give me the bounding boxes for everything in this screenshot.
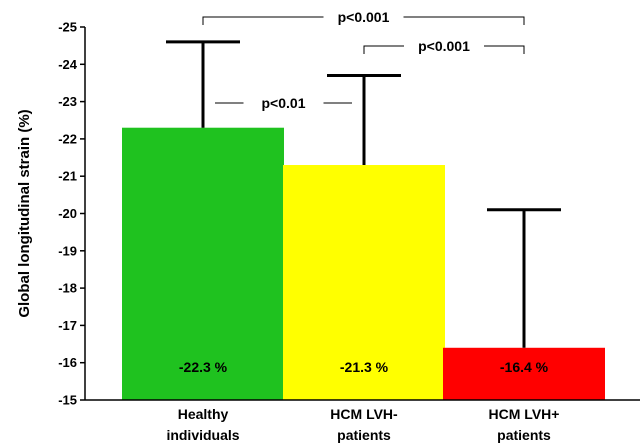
significance-label: p<0.001 xyxy=(418,38,470,54)
significance-annotations: p<0.01 p<0.001 p<0.001 xyxy=(202,9,525,111)
bar xyxy=(122,127,284,401)
significance-label: p<0.001 xyxy=(338,9,390,25)
y-tick-label: -21 xyxy=(58,169,77,184)
error-bars-group xyxy=(166,40,561,348)
bar-value-label: -21.3 % xyxy=(340,359,389,375)
y-tick-label: -22 xyxy=(58,131,77,146)
bar xyxy=(283,165,445,400)
x-category-label: individuals xyxy=(166,427,239,443)
y-tick-label: -24 xyxy=(58,57,78,72)
y-tick-label: -16 xyxy=(58,355,77,370)
y-axis-title: Global longitudinal strain (%) xyxy=(16,109,33,317)
y-ticks-group: -25 -24 -23 -22 -21 -20 -19 -18 -17 -16 -15 xyxy=(58,20,85,408)
bar-value-label: -22.3 % xyxy=(179,359,228,375)
bar-value-labels: -22.3 % -21.3 % -16.4 % xyxy=(179,359,549,375)
y-tick-label: -20 xyxy=(58,206,77,221)
bars-group xyxy=(122,127,605,401)
bar xyxy=(443,347,605,400)
y-tick-label: -25 xyxy=(58,20,77,35)
y-tick-label: -17 xyxy=(58,318,77,333)
significance-label: p<0.01 xyxy=(262,95,306,111)
x-category-label: HCM LVH+ xyxy=(489,406,560,422)
y-tick-label: -18 xyxy=(58,281,77,296)
significance-bracket xyxy=(484,45,525,54)
y-tick-label: -23 xyxy=(58,94,77,109)
significance-bracket xyxy=(202,16,324,25)
x-category-label: HCM LVH- xyxy=(330,406,398,422)
bar-value-label: -16.4 % xyxy=(500,359,549,375)
x-category-label: Healthy xyxy=(178,406,229,422)
y-tick-label: -15 xyxy=(58,393,77,408)
significance-bracket xyxy=(363,45,404,54)
y-tick-label: -19 xyxy=(58,243,77,258)
x-category-label: patients xyxy=(497,427,551,443)
x-category-labels: Healthy individuals HCM LVH-patients HCM LV… xyxy=(166,406,559,443)
significance-bracket xyxy=(403,16,525,25)
x-category-label: patients xyxy=(337,427,391,443)
